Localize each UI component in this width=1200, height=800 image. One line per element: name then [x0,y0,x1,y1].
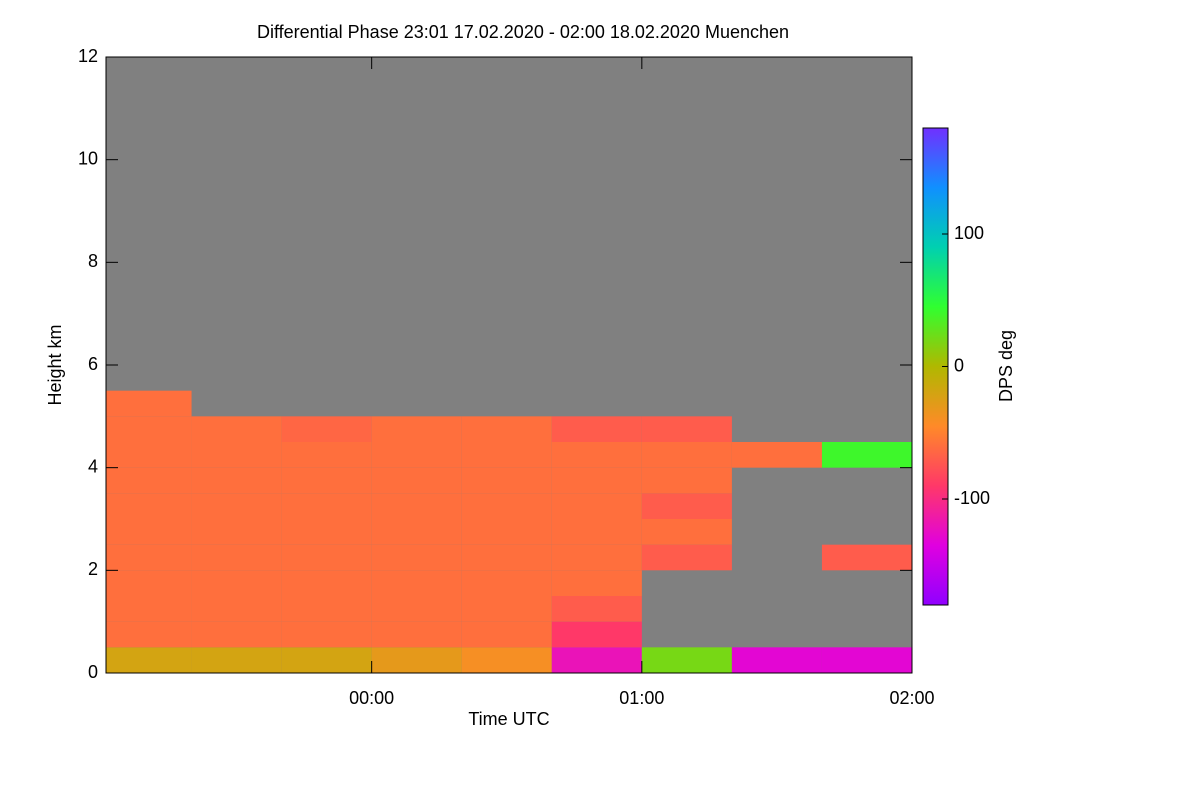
heatmap-cell [551,621,642,648]
heatmap-cell [371,570,462,596]
heatmap-cell [106,596,192,622]
heatmap-cell [821,647,912,673]
heatmap-cell [461,621,552,648]
y-axis-label: Height km [45,324,65,405]
heatmap-cell [551,647,642,673]
heatmap-cell [551,416,642,442]
heatmap-cell [641,544,732,571]
y-tick-label: 2 [88,559,98,579]
heatmap-cell [106,621,192,648]
heatmap-cell [731,442,822,468]
heatmap-cell [281,519,372,545]
heatmap-cell [371,621,462,648]
x-tick-label: 00:00 [349,688,394,708]
heatmap-cell [281,416,372,442]
heatmap-cell [191,467,282,494]
heatmap-cell [281,493,372,519]
heatmap-cell [551,544,642,571]
heatmap-cell [191,647,282,673]
colorbar-tick-label: 0 [954,355,964,375]
y-tick-label: 0 [88,662,98,682]
heatmap-cell [461,544,552,571]
heatmap-cell [371,442,462,468]
heatmap-cell [281,596,372,622]
heatmap-cell [461,442,552,468]
heatmap-cell [461,647,552,673]
heatmap-cell [281,647,372,673]
heatmap-cell [106,416,192,442]
heatmap-cell [191,596,282,622]
heatmap-cell [551,493,642,519]
heatmap-cell [461,416,552,442]
heatmap-cell [106,467,192,494]
heatmap-cell [821,544,912,571]
y-tick-label: 4 [88,456,98,476]
y-tick-label: 8 [88,251,98,271]
heatmap-cell [191,442,282,468]
y-tick-label: 10 [78,148,98,168]
colorbar-tick-label: -100 [954,488,990,508]
heatmap-cell [821,442,912,468]
heatmap-cell [106,544,192,571]
heatmap-cell [551,596,642,622]
x-tick-label: 01:00 [619,688,664,708]
heatmap-cell [371,519,462,545]
heatmap-cell [191,570,282,596]
heatmap-cell [281,467,372,494]
heatmap-cell [191,519,282,545]
heatmap-cell [371,467,462,494]
heatmap-cell [371,544,462,571]
colorbar-label: DPS deg [996,330,1016,402]
heatmap-cell [551,442,642,468]
heatmap-cell [106,519,192,545]
heatmap-cell [371,416,462,442]
colorbar-tick-label: 100 [954,223,984,243]
heatmap-cell [641,493,732,519]
heatmap-cell [106,647,192,673]
x-tick-label: 02:00 [889,688,934,708]
heatmap-cell [641,647,732,673]
heatmap-cell [191,416,282,442]
heatmap-cell [106,493,192,519]
heatmap-cell [371,647,462,673]
heatmap-cell [371,596,462,622]
heatmap-cell [461,467,552,494]
heatmap-cell [641,416,732,442]
heatmap-cell [641,467,732,494]
heatmap-cell [106,570,192,596]
heatmap-cell [641,519,732,545]
y-tick-label: 12 [78,46,98,66]
heatmap-cell [551,467,642,494]
heatmap-cell [551,519,642,545]
heatmap-cell [106,390,192,417]
y-tick-label: 6 [88,354,98,374]
heatmap-cell [106,442,192,468]
heatmap-cell [281,544,372,571]
heatmap-cell [281,570,372,596]
heatmap-cell [281,621,372,648]
heatmap-cell [461,493,552,519]
heatmap-cell [461,570,552,596]
heatmap-cell [731,647,822,673]
heatmap-cell [461,519,552,545]
chart-title: Differential Phase 23:01 17.02.2020 - 02… [257,22,789,42]
heatmap-cell [551,570,642,596]
heatmap-cell [371,493,462,519]
heatmap-cell [191,493,282,519]
heatmap-cell [191,621,282,648]
heatmap-cell [461,596,552,622]
heatmap-cell [281,442,372,468]
heatmap-cell [191,544,282,571]
heatmap-cell [641,442,732,468]
x-axis-label: Time UTC [468,709,549,729]
